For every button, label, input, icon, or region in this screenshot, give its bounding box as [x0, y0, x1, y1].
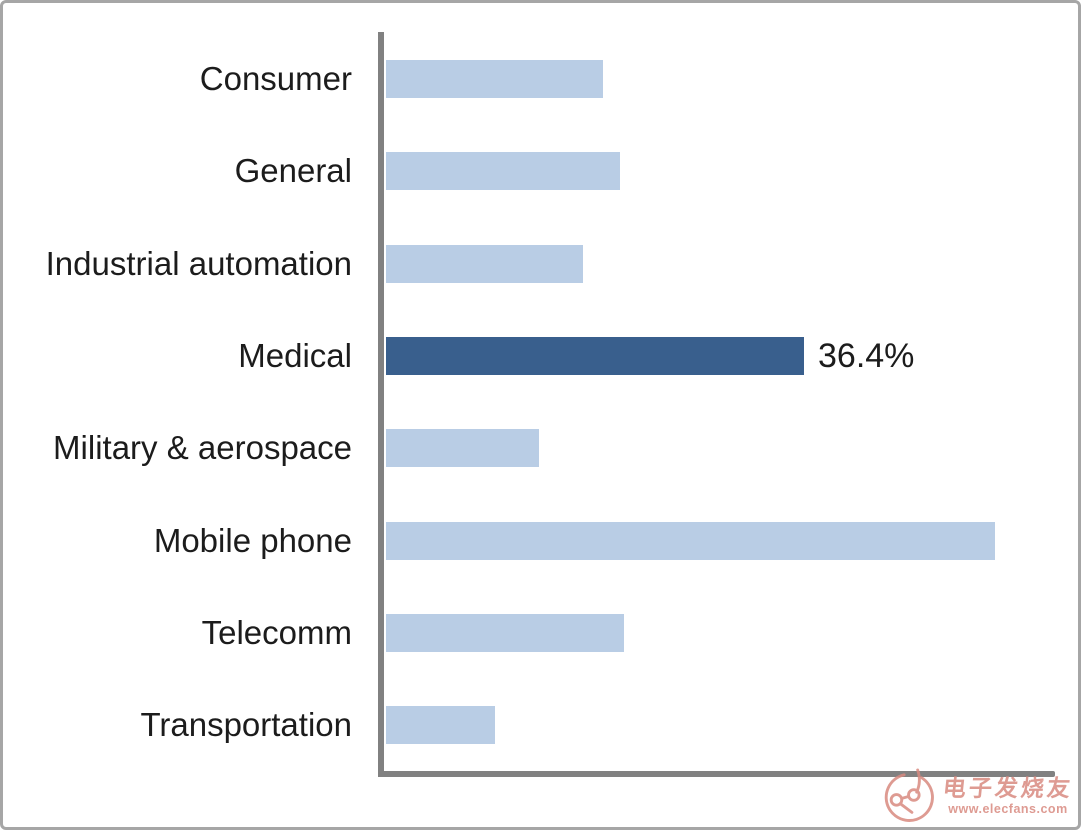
- plot-area: Consumer General Industrial automation Medi…: [3, 3, 1078, 827]
- bar: [386, 706, 495, 745]
- bar: [386, 244, 583, 283]
- bar-row: Mobile phone: [3, 495, 1078, 587]
- watermark-text: 电子发烧友 www.elecfans.com: [941, 775, 1075, 816]
- watermark-site-name: 电子发烧友: [941, 775, 1075, 802]
- watermark: 电子发烧友 www.elecfans.com: [882, 768, 1075, 824]
- category-label: Military & aerospace: [53, 429, 352, 467]
- bar-row: Consumer: [3, 33, 1078, 125]
- bar: [386, 613, 624, 652]
- category-label: General: [234, 152, 352, 190]
- category-label: Transportation: [140, 706, 352, 744]
- bar-row: Military & aerospace: [3, 402, 1078, 494]
- bar-highlighted: [386, 336, 804, 375]
- bar: [386, 429, 539, 468]
- watermark-site-url: www.elecfans.com: [948, 801, 1068, 816]
- category-label: Industrial automation: [45, 244, 352, 282]
- bar-row: Medical 36.4%: [3, 310, 1078, 402]
- category-label: Medical: [238, 337, 352, 375]
- bar: [386, 521, 995, 560]
- bar: [386, 60, 603, 98]
- category-label: Consumer: [199, 60, 352, 98]
- elecfans-logo-icon: [884, 768, 934, 822]
- bar-row: Telecomm: [3, 587, 1078, 679]
- bar: [386, 152, 620, 191]
- category-label: Mobile phone: [153, 521, 352, 559]
- bar-row: Transportation: [3, 679, 1078, 771]
- bar-value-label: 36.4%: [818, 336, 915, 375]
- bar-row: Industrial automation: [3, 218, 1078, 310]
- y-axis-line: [378, 32, 384, 777]
- x-axis-line: [378, 771, 1055, 777]
- bar-row: General: [3, 125, 1078, 217]
- category-label: Telecomm: [201, 613, 352, 651]
